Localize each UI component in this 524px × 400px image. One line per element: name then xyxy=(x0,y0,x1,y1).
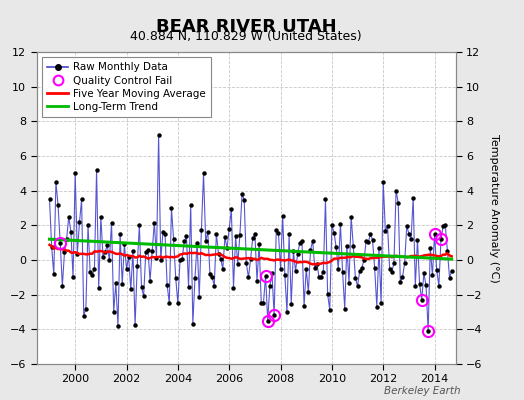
Legend: Raw Monthly Data, Quality Control Fail, Five Year Moving Average, Long-Term Tren: Raw Monthly Data, Quality Control Fail, … xyxy=(42,57,211,117)
Y-axis label: Temperature Anomaly (°C): Temperature Anomaly (°C) xyxy=(489,134,499,282)
Text: BEAR RIVER UTAH: BEAR RIVER UTAH xyxy=(156,18,336,36)
Text: 40.884 N, 110.829 W (United States): 40.884 N, 110.829 W (United States) xyxy=(130,30,362,43)
Text: Berkeley Earth: Berkeley Earth xyxy=(385,386,461,396)
